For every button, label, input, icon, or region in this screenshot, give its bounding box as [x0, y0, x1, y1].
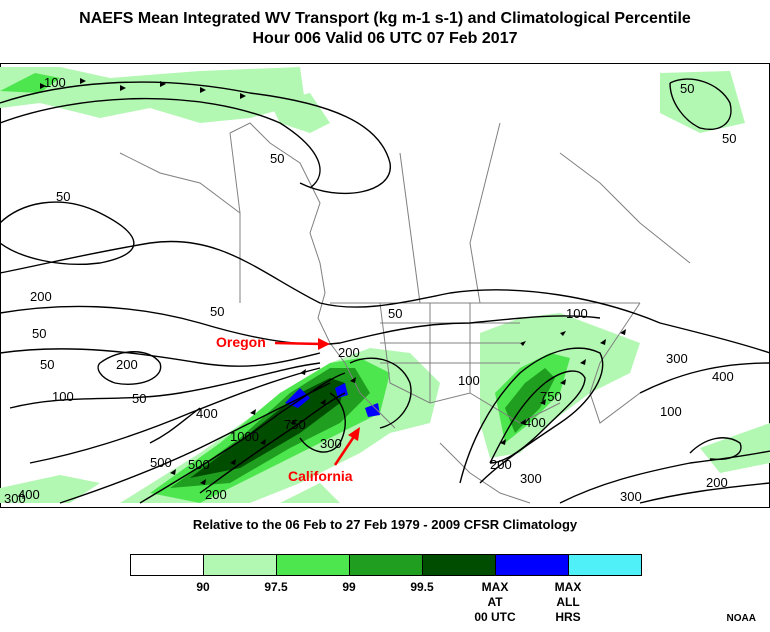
contour-label: 200	[30, 289, 52, 304]
contour-label: 300	[666, 351, 688, 366]
noaa-credit: NOAA	[726, 613, 756, 624]
legend-label: 97.5	[264, 580, 288, 594]
chart-subtitle: Hour 006 Valid 06 UTC 07 Feb 2017	[252, 30, 518, 47]
chart-title: NAEFS Mean Integrated WV Transport (kg m…	[79, 10, 691, 27]
contour-label: 100	[52, 389, 74, 404]
contour-label: 50	[56, 189, 70, 204]
contour-label: 100	[566, 306, 588, 321]
legend-swatch	[131, 555, 204, 575]
political-boundaries	[119, 122, 691, 504]
legend-swatch	[423, 555, 496, 575]
legend-swatch	[350, 555, 423, 575]
contour-label: 50	[680, 81, 694, 96]
contour-label: 200	[706, 475, 728, 490]
oregon-label: Oregon	[216, 334, 266, 350]
contour-label: 50	[132, 391, 146, 406]
contour-label: 500	[150, 455, 172, 470]
contour-label: 100	[458, 373, 480, 388]
contour-label: 300	[320, 436, 342, 451]
legend-label: MAX AT 00 UTC	[474, 580, 516, 624]
legend-swatch	[277, 555, 350, 575]
contour-label: 750	[284, 417, 306, 432]
contour-label: 200	[490, 457, 512, 472]
contour-label: 50	[388, 306, 402, 321]
contour-label: 50	[40, 357, 54, 372]
legend-swatch	[204, 555, 277, 575]
legend-label: 90	[196, 580, 210, 594]
contour-label: 750	[540, 389, 562, 404]
california-label: California	[288, 468, 353, 484]
california-arrowhead	[348, 427, 360, 441]
percentile-legend	[130, 554, 642, 576]
contour-label: 1000	[230, 429, 259, 444]
contour-label: 500	[188, 457, 210, 472]
contour-label: 100	[44, 75, 66, 90]
contour-label: 400	[524, 415, 546, 430]
transport-vectors	[40, 78, 626, 485]
percentile-shading	[0, 67, 770, 503]
contour-label: 400	[196, 406, 218, 421]
contour-label: 300	[620, 489, 642, 504]
oregon-arrowhead	[318, 338, 330, 350]
contour-label: 100	[660, 404, 682, 419]
contour-label: 400	[712, 369, 734, 384]
legend-label: MAX ALL HRS	[554, 580, 582, 624]
legend-label: 99	[342, 580, 356, 594]
contour-label: 200	[116, 357, 138, 372]
contour-label: 400	[18, 487, 40, 502]
ivt-contours	[0, 78, 770, 504]
contour-label: 200	[338, 345, 360, 360]
contour-label: 200	[205, 487, 227, 502]
legend-swatch	[496, 555, 569, 575]
contour-label: 50	[270, 151, 284, 166]
contour-label: 300	[520, 471, 542, 486]
contour-label: 50	[722, 131, 736, 146]
contour-label: 50	[32, 326, 46, 341]
legend-swatch	[569, 555, 641, 575]
oregon-arrow	[274, 341, 323, 346]
climatology-caption: Relative to the 06 Feb to 27 Feb 1979 - …	[192, 517, 578, 532]
contour-label: 300	[4, 491, 26, 506]
california-arrow	[333, 434, 357, 466]
contour-label: 50	[210, 304, 224, 319]
location-annotations: Oregon California	[216, 334, 360, 484]
contour-labels: 100 50 50 200 50 50 200 100 50 400 1000 …	[4, 75, 736, 506]
legend-label: 99.5	[410, 580, 434, 594]
ivt-map: 100 50 50 200 50 50 200 100 50 400 1000 …	[0, 63, 770, 508]
